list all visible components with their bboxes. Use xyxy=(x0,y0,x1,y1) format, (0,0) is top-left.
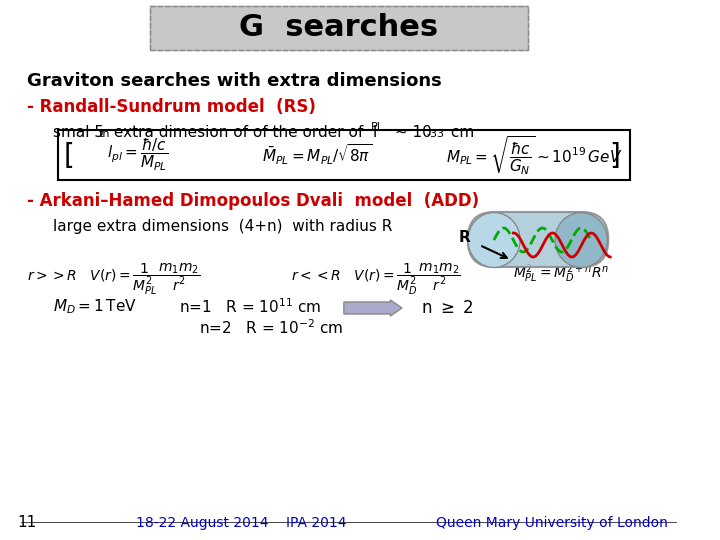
Text: IPA 2014: IPA 2014 xyxy=(286,516,346,530)
Text: ~ 10: ~ 10 xyxy=(390,125,432,140)
Text: $r << R \quad V(r) = \dfrac{1}{M_D^2}\dfrac{m_1 m_2}{r^2}$: $r << R \quad V(r) = \dfrac{1}{M_D^2}\df… xyxy=(291,262,460,298)
Text: smal 5: smal 5 xyxy=(53,125,104,140)
Text: n $\geq$ 2: n $\geq$ 2 xyxy=(421,299,474,317)
Text: R: R xyxy=(459,231,471,246)
Text: $\left.\right]$: $\left.\right]$ xyxy=(609,140,620,170)
Text: th: th xyxy=(99,129,110,139)
Text: - Randall-Sundrum model  (RS): - Randall-Sundrum model (RS) xyxy=(27,98,316,116)
FancyBboxPatch shape xyxy=(58,130,629,180)
Text: - Arkani–Hamed Dimopoulos Dvali  model  (ADD): - Arkani–Hamed Dimopoulos Dvali model (A… xyxy=(27,192,480,210)
FancyBboxPatch shape xyxy=(468,212,608,267)
Text: $M_{PL} = \sqrt{\dfrac{\hbar c}{G_N}} \sim 10^{19}\, GeV$: $M_{PL} = \sqrt{\dfrac{\hbar c}{G_N}} \s… xyxy=(446,134,622,176)
Text: $\left[\right.$: $\left[\right.$ xyxy=(63,140,73,170)
Text: 11: 11 xyxy=(17,515,37,530)
Text: -33: -33 xyxy=(426,129,444,139)
Text: cm: cm xyxy=(446,125,474,140)
Text: $\bar{M}_{PL} = M_{PL}/\sqrt{8\pi}$: $\bar{M}_{PL} = M_{PL}/\sqrt{8\pi}$ xyxy=(261,143,372,167)
FancyArrow shape xyxy=(344,300,402,316)
Ellipse shape xyxy=(555,213,607,267)
Text: Graviton searches with extra dimensions: Graviton searches with extra dimensions xyxy=(27,72,442,90)
Text: PL: PL xyxy=(371,122,384,132)
Text: $M_{PL}^2 = M_D^{2+n} R^n$: $M_{PL}^2 = M_D^{2+n} R^n$ xyxy=(513,262,610,285)
FancyBboxPatch shape xyxy=(150,6,528,50)
Text: $r >> R \quad V(r) = \dfrac{1}{M_{PL}^2}\dfrac{m_1 m_2}{r^2}$: $r >> R \quad V(r) = \dfrac{1}{M_{PL}^2}… xyxy=(27,262,201,298)
Text: Queen Mary University of London: Queen Mary University of London xyxy=(436,516,667,530)
Ellipse shape xyxy=(468,213,520,267)
Text: $M_D = 1\,\mathrm{TeV}$: $M_D = 1\,\mathrm{TeV}$ xyxy=(53,297,137,316)
Text: G  searches: G searches xyxy=(240,14,438,43)
Text: extra dimesion of of the order of  l: extra dimesion of of the order of l xyxy=(109,125,378,140)
Text: $l_{pl} = \dfrac{\hbar /c}{M_{PL}}$: $l_{pl} = \dfrac{\hbar /c}{M_{PL}}$ xyxy=(107,137,168,173)
Text: n=1   R = 10$^{11}$ cm: n=1 R = 10$^{11}$ cm xyxy=(179,297,321,316)
Text: n=2   R = 10$^{-2}$ cm: n=2 R = 10$^{-2}$ cm xyxy=(199,318,343,337)
Text: large extra dimensions  (4+n)  with radius R: large extra dimensions (4+n) with radius… xyxy=(53,219,392,234)
Text: 18-22 August 2014: 18-22 August 2014 xyxy=(135,516,268,530)
